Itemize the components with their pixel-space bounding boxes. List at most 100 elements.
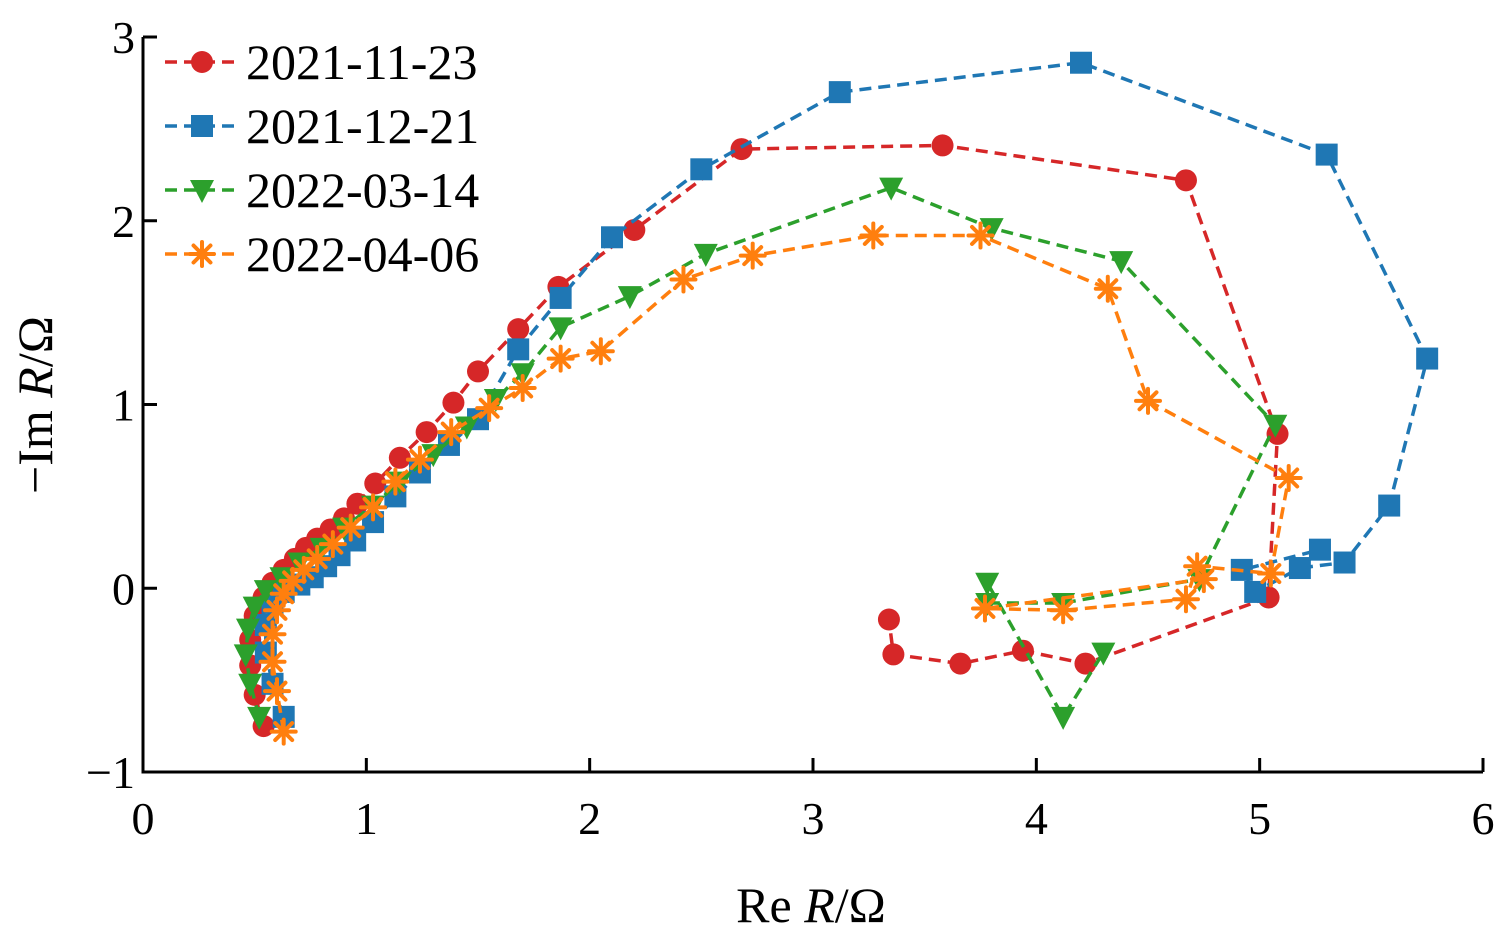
x-axis-label-part: Re	[736, 877, 804, 933]
legend-marker	[190, 180, 214, 203]
data-point	[507, 338, 530, 361]
data-point	[949, 652, 972, 675]
y-tick-label: 2	[112, 196, 135, 247]
data-point	[1093, 274, 1122, 303]
data-point	[882, 643, 905, 666]
x-axis-label-part: /	[835, 877, 849, 933]
data-point	[242, 596, 267, 620]
x-tick-label: 1	[355, 793, 378, 844]
y-axis-label-part: R	[7, 367, 63, 399]
data-point	[253, 580, 278, 604]
legend-item: 2022-04-06	[165, 226, 479, 282]
data-point	[475, 394, 504, 423]
data-point	[546, 344, 575, 373]
data-point	[1049, 596, 1078, 625]
data-point	[247, 706, 272, 730]
y-axis-label-part: /	[7, 353, 63, 367]
data-point	[1256, 559, 1285, 588]
legend-label: 2022-03-14	[246, 162, 479, 218]
legend-marker	[191, 115, 213, 137]
y-tick-label: 1	[112, 380, 135, 431]
series-2021-11-23	[239, 134, 1289, 738]
data-point	[336, 513, 365, 542]
data-point	[258, 620, 287, 649]
data-point	[623, 218, 646, 241]
data-point	[1070, 51, 1092, 74]
data-point	[1244, 580, 1267, 603]
data-point	[828, 81, 851, 104]
y-tick-label: 3	[112, 12, 135, 63]
data-point	[388, 446, 411, 469]
series-line	[270, 233, 1291, 732]
data-point	[931, 134, 954, 157]
y-tick-label: 0	[112, 563, 135, 614]
legend-label: 2021-11-23	[246, 34, 477, 90]
data-point	[1051, 706, 1076, 730]
legend-marker	[188, 240, 216, 268]
data-point	[1378, 494, 1401, 517]
data-point	[859, 221, 888, 250]
data-point	[1315, 143, 1338, 166]
data-point	[879, 177, 904, 201]
data-point	[1333, 551, 1356, 574]
x-tick-label: 2	[578, 793, 601, 844]
data-point	[272, 705, 295, 728]
data-point	[508, 373, 537, 402]
data-point	[1189, 565, 1218, 594]
series-layer	[233, 51, 1439, 746]
data-point	[966, 221, 995, 250]
x-tick-label: 6	[1472, 793, 1495, 844]
data-point	[364, 472, 387, 495]
legend-label: 2021-12-21	[246, 98, 479, 154]
x-tick-label: 0	[132, 793, 155, 844]
data-point	[617, 286, 642, 310]
legend-item: 2021-12-21	[165, 98, 479, 154]
data-point	[693, 243, 718, 267]
data-point	[1274, 464, 1303, 492]
data-point	[318, 530, 347, 559]
y-axis-label-part: −Im	[7, 398, 63, 494]
data-point	[690, 158, 713, 181]
data-point	[548, 317, 573, 341]
data-point	[437, 418, 466, 447]
data-point	[970, 594, 999, 623]
data-point	[238, 673, 263, 697]
data-point	[669, 265, 698, 294]
x-tick-label: 4	[1025, 793, 1048, 844]
x-axis-label-part: R	[803, 877, 835, 933]
legend: 2021-11-23 2021-12-21 2022-03-14 2022-04-06	[165, 34, 479, 282]
series-2022-04-06	[258, 221, 1303, 746]
data-point	[381, 467, 410, 496]
y-axis-label-part: Ω	[7, 316, 63, 353]
data-point	[405, 445, 434, 474]
data-point	[235, 618, 260, 642]
legend-item: 2021-11-23	[165, 34, 477, 90]
data-point	[549, 286, 572, 309]
data-point	[442, 391, 465, 414]
x-tick-label: 5	[1248, 793, 1271, 844]
x-axis-label-part: Ω	[849, 877, 886, 933]
data-point	[1091, 642, 1116, 666]
data-point	[1263, 414, 1288, 438]
y-tick-label: −1	[86, 747, 135, 798]
legend-item: 2022-03-14	[165, 162, 479, 218]
data-point	[258, 647, 287, 676]
data-point	[1308, 538, 1331, 561]
x-axis-label: Re R/Ω	[736, 877, 886, 933]
data-point	[877, 608, 900, 631]
data-point	[975, 572, 1000, 596]
x-tick-label: 3	[802, 793, 825, 844]
data-point	[1288, 557, 1311, 580]
data-point	[263, 677, 291, 706]
data-point	[1171, 585, 1200, 614]
y-axis-label: −Im R/Ω	[7, 316, 63, 494]
data-point	[467, 360, 489, 383]
data-point	[507, 318, 530, 341]
legend-label: 2022-04-06	[246, 226, 479, 282]
data-point	[586, 337, 615, 366]
data-point	[233, 644, 258, 668]
series-line	[264, 60, 1430, 718]
data-point	[269, 717, 298, 746]
